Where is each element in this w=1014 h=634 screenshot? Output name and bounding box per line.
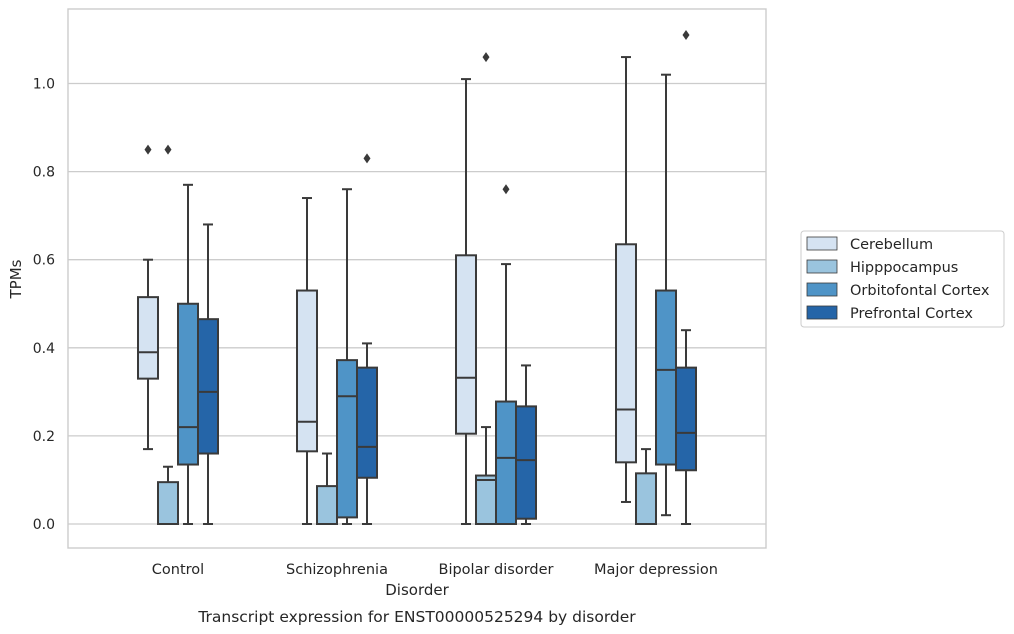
legend-swatch	[806, 305, 838, 320]
box-body	[197, 318, 219, 455]
box-body	[455, 254, 477, 435]
box-bipolar-disorder-cerebellum	[455, 78, 477, 525]
box-control-cerebellum	[137, 144, 159, 451]
box-control-prefrontal-cortex	[197, 223, 219, 525]
box-bipolar-disorder-hipppocampus	[475, 52, 497, 526]
outlier-point	[482, 52, 490, 63]
box-schizophrenia-orbitofontal-cortex	[336, 188, 358, 525]
box-body	[336, 359, 358, 519]
y-tick-labels: 0.0 0.2 0.4 0.6 0.8 1.0	[33, 77, 55, 534]
box-bipolar-disorder-orbitofontal-cortex	[495, 184, 517, 525]
box-schizophrenia-hipppocampus	[316, 452, 338, 526]
y-tick-label: 0.8	[33, 165, 55, 181]
legend-entry: Prefrontal Cortex	[850, 306, 973, 322]
legend-entry: Orbitofontal Cortex	[850, 283, 990, 299]
legend-frame	[800, 230, 1005, 328]
box-body	[177, 302, 199, 466]
box-body	[316, 485, 338, 526]
legend-swatch	[806, 236, 838, 251]
box-control-orbitofontal-cortex	[177, 183, 199, 525]
x-tick-label: Control	[152, 562, 204, 578]
y-axis-label: TPMs	[7, 259, 25, 299]
box-control-hipppocampus	[157, 144, 179, 525]
x-tick-label: Bipolar disorder	[439, 562, 554, 578]
box-major-depression-cerebellum	[615, 56, 637, 503]
outlier-point	[502, 184, 510, 195]
y-tick-label: 0.0	[33, 517, 55, 533]
box-major-depression-hipppocampus	[635, 448, 657, 525]
box-body	[475, 474, 497, 526]
box-body	[157, 481, 179, 525]
outlier-point	[682, 30, 690, 41]
box-body	[495, 400, 517, 525]
outlier-point	[144, 144, 152, 155]
x-tick-label: Schizophrenia	[286, 562, 388, 578]
box-groups	[137, 30, 697, 526]
box-body	[615, 243, 637, 464]
x-axis-label: Disorder	[385, 581, 449, 599]
y-tick-label: 0.6	[33, 253, 55, 269]
legend-swatch	[806, 282, 838, 297]
y-tick-label: 0.4	[33, 341, 55, 357]
box-body	[635, 472, 657, 525]
box-body	[296, 289, 318, 453]
legend-entry: Cerebellum	[850, 237, 933, 253]
box-body	[655, 289, 677, 466]
x-tick-label: Major depression	[594, 562, 718, 578]
box-schizophrenia-cerebellum	[296, 197, 318, 525]
legend-entry: Hipppocampus	[850, 260, 958, 276]
box-major-depression-orbitofontal-cortex	[655, 73, 677, 517]
chart-caption: Transcript expression for ENST0000052529…	[197, 608, 636, 626]
x-tick-labels: Control Schizophrenia Bipolar disorder Majo…	[152, 562, 718, 578]
legend: Cerebellum Hipppocampus Orbitofontal Corte…	[800, 230, 1005, 328]
y-tick-label: 0.2	[33, 429, 55, 445]
legend-swatch	[806, 259, 838, 274]
box-major-depression-prefrontal-cortex	[675, 30, 697, 525]
box-body	[356, 366, 378, 479]
y-tick-label: 1.0	[33, 77, 55, 93]
plot-frame	[67, 8, 767, 549]
box-schizophrenia-prefrontal-cortex	[356, 153, 378, 525]
box-body	[675, 366, 697, 472]
box-bipolar-disorder-prefrontal-cortex	[515, 364, 537, 525]
box-body	[515, 405, 537, 520]
outlier-point	[164, 144, 172, 155]
box-body	[137, 296, 159, 380]
outlier-point	[363, 153, 371, 164]
